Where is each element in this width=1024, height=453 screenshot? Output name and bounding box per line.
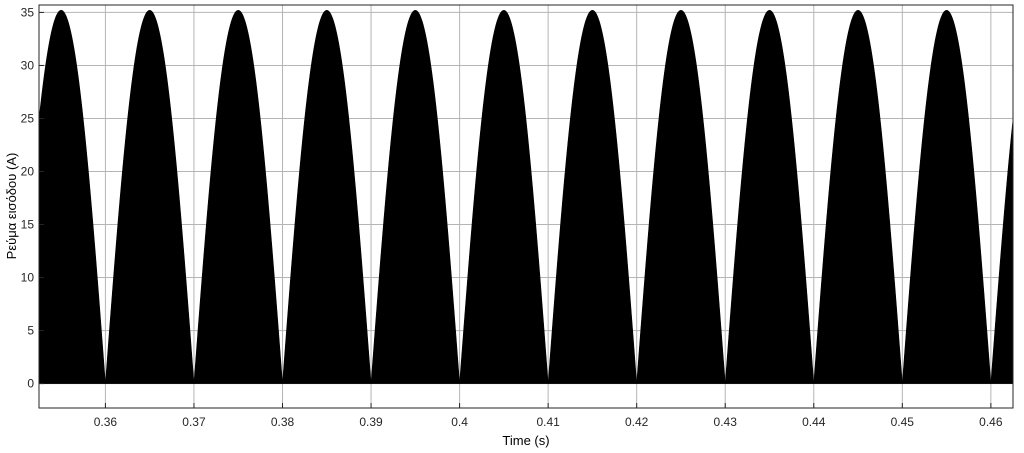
plot-area-frame: [38, 4, 1014, 409]
x-tick-label: 0.45: [891, 415, 915, 429]
y-tick-label: 10: [21, 271, 35, 285]
series-layer: [38, 9, 1014, 384]
current-half-cycle-lobe: [105, 9, 195, 384]
current-half-cycle-lobe: [38, 9, 106, 384]
y-tick-label: 15: [21, 218, 35, 232]
current-half-cycle-lobe: [724, 9, 815, 384]
x-tick-label: 0.46: [979, 415, 1003, 429]
current-half-cycle-lobe: [901, 9, 992, 384]
y-tick-label: 25: [21, 111, 35, 125]
x-tick-label: 0.4: [451, 415, 468, 429]
x-tick-label: 0.36: [94, 415, 118, 429]
y-tick-label: 35: [21, 5, 35, 19]
current-half-cycle-lobe: [636, 9, 726, 384]
x-tick-label: 0.42: [625, 415, 649, 429]
y-tick-label: 20: [21, 165, 35, 179]
y-axis-ticks: 0 5 10 15 20 25 30 35: [21, 5, 44, 391]
x-tick-label: 0.39: [359, 415, 383, 429]
current-half-cycle-lobe: [990, 119, 1014, 384]
current-half-cycle-lobe: [282, 9, 372, 384]
x-axis-ticks: 0.36 0.37 0.38 0.39 0.4 0.41 0.42 0.43 0.44 0.45 0…: [94, 403, 1003, 429]
y-tick-label: 5: [27, 324, 34, 338]
current-half-cycle-lobe: [459, 9, 549, 384]
x-tick-label: 0.43: [714, 415, 738, 429]
current-half-cycle-lobe: [370, 9, 460, 384]
x-axis-label: Time (s): [502, 433, 549, 448]
x-tick-label: 0.37: [182, 415, 206, 429]
current-half-cycle-lobe: [547, 9, 638, 384]
x-tick-label: 0.41: [536, 415, 560, 429]
y-tick-label: 0: [27, 377, 34, 391]
current-half-cycle-lobe: [813, 9, 903, 384]
x-tick-label: 0.44: [802, 415, 826, 429]
y-tick-label: 30: [21, 58, 35, 72]
current-half-cycle-lobe: [193, 9, 283, 384]
y-axis-label: Ρεύμα εισόδου (A): [4, 153, 19, 260]
x-tick-label: 0.38: [271, 415, 295, 429]
